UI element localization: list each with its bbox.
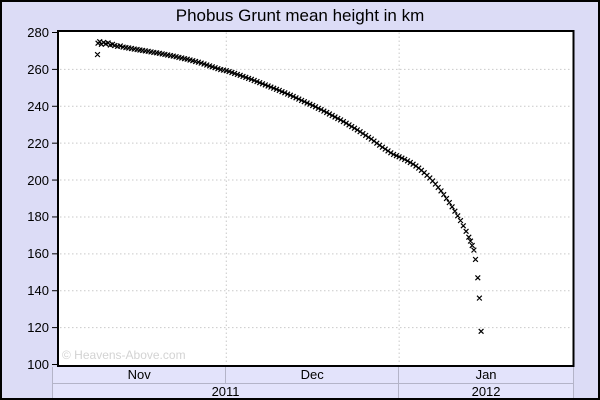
y-axis-tick-label: 100 — [27, 357, 49, 372]
y-axis-tick-label: 220 — [27, 135, 49, 151]
watermark: © Heavens-Above.com — [62, 348, 186, 362]
x-axis-month-cell-jan: Jan — [399, 367, 574, 384]
data-markers — [94, 38, 484, 335]
x-axis-year-cell-2011: 2011 — [52, 384, 400, 398]
y-axis-tick-label: 120 — [27, 320, 49, 336]
y-axis-tick-label: 180 — [27, 209, 49, 225]
y-axis-tick-label: 140 — [27, 283, 49, 299]
x-axis-month-cell-dec: Dec — [226, 367, 400, 384]
y-axis-tick-label: 280 — [27, 25, 49, 40]
x-axis-year-cell-2012: 2012 — [399, 384, 574, 398]
chart-title: Phobus Grunt mean height in km — [175, 6, 425, 25]
y-axis-tick-label: 260 — [27, 61, 49, 77]
y-axis-tick-label: 160 — [27, 246, 49, 262]
plot-area — [57, 30, 575, 367]
y-axis-tick-label: 240 — [27, 98, 49, 114]
x-axis-month-cell-nov: Nov — [52, 367, 227, 384]
y-axis-tick-label: 200 — [27, 172, 49, 188]
